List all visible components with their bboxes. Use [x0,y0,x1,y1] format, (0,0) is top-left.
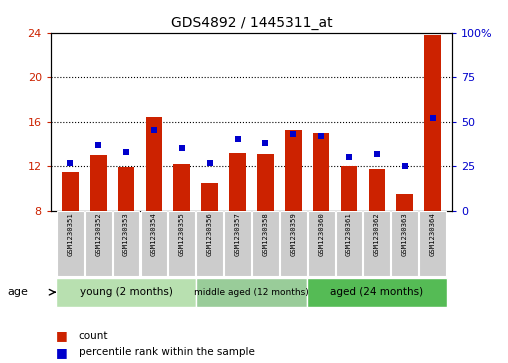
Bar [113,211,139,276]
Text: GSM1230353: GSM1230353 [123,212,129,256]
Text: ■: ■ [56,346,68,359]
Bar [141,211,167,276]
Bar [57,211,84,276]
Text: middle aged (12 months): middle aged (12 months) [194,288,309,297]
Bar [229,153,246,211]
Bar [313,133,330,211]
Text: GSM1230362: GSM1230362 [374,212,380,256]
Bar [62,172,79,211]
Bar [146,117,162,211]
Text: percentile rank within the sample: percentile rank within the sample [79,347,255,357]
Bar [396,194,413,211]
Text: ■: ■ [56,329,68,342]
Text: GSM1230352: GSM1230352 [95,212,101,256]
Bar [196,277,307,307]
Text: GSM1230356: GSM1230356 [207,212,213,256]
Text: GSM1230351: GSM1230351 [67,212,73,256]
Bar [118,167,135,211]
Bar [173,164,190,211]
Text: GSM1230360: GSM1230360 [318,212,324,256]
Text: young (2 months): young (2 months) [80,287,173,297]
Bar [56,277,196,307]
Text: GSM1230357: GSM1230357 [235,212,240,256]
Text: GSM1230361: GSM1230361 [346,212,352,256]
Bar [280,211,307,276]
Bar [341,166,357,211]
Bar [285,131,302,211]
Bar [364,211,390,276]
Bar [368,170,385,211]
Bar [252,211,279,276]
Bar [424,35,441,211]
Bar [224,211,251,276]
Text: GSM1230355: GSM1230355 [179,212,185,256]
Bar [419,211,446,276]
Bar [196,211,223,276]
Title: GDS4892 / 1445311_at: GDS4892 / 1445311_at [171,16,332,30]
Bar [201,183,218,211]
Text: GSM1230359: GSM1230359 [290,212,296,256]
Text: GSM1230358: GSM1230358 [263,212,268,256]
Text: GSM1230364: GSM1230364 [430,212,436,256]
Bar [90,155,107,211]
Bar [308,211,334,276]
Text: GSM1230363: GSM1230363 [402,212,408,256]
Bar [85,211,112,276]
Bar [391,211,418,276]
Bar [336,211,362,276]
Text: count: count [79,331,108,341]
Bar [307,277,447,307]
Text: age: age [8,287,28,297]
Text: aged (24 months): aged (24 months) [330,287,424,297]
Text: GSM1230354: GSM1230354 [151,212,157,256]
Bar [257,154,274,211]
Bar [169,211,195,276]
